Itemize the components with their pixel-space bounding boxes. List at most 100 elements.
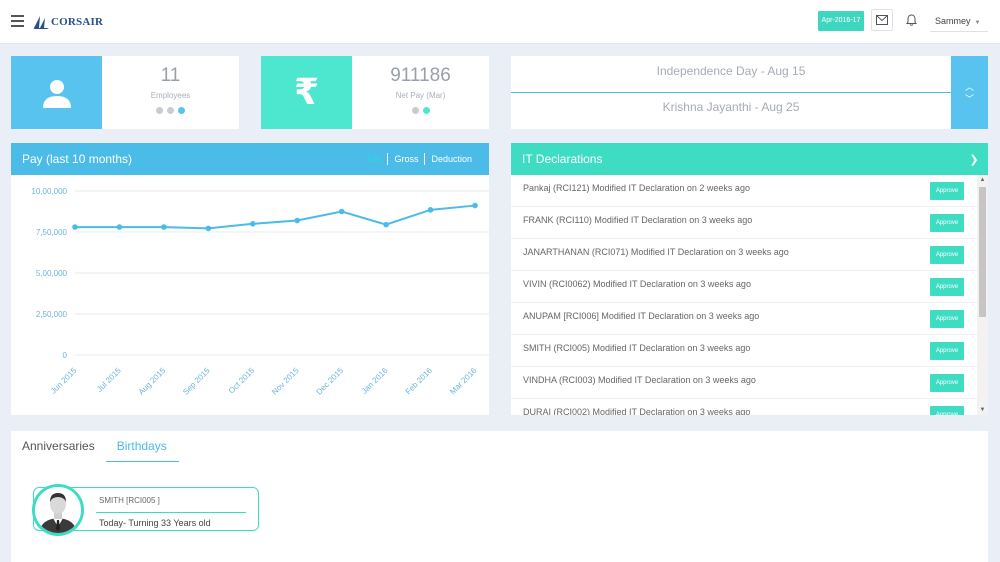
approve-button[interactable]: Approve [930, 246, 964, 264]
fiscal-year-badge[interactable]: Apr-2016-17 [818, 11, 864, 31]
data-point[interactable] [161, 224, 167, 230]
data-point[interactable] [383, 221, 389, 228]
holiday-divider [511, 92, 951, 93]
x-tick-label: Nov 2015 [270, 366, 301, 397]
carousel-dots [352, 107, 489, 114]
pay-line-chart: 10,00,000 7,50,000 5,00,000 2,50,000 0 Jun 20… [31, 187, 489, 397]
list-item: FRANK (RCI110) Modified IT Declaration o… [511, 207, 977, 239]
list-item: VIVIN (RCI0062) Modified IT Declaration … [511, 271, 977, 303]
tab-deduction[interactable]: Deduction [431, 154, 472, 164]
approve-button[interactable]: Approve [930, 278, 964, 296]
declaration-text: VINDHA (RCI003) Modified IT Declaration … [523, 375, 756, 385]
data-point[interactable] [116, 224, 123, 230]
scroll-thumb[interactable] [979, 187, 986, 317]
employees-count: 11 [160, 65, 181, 86]
x-tick-label: Mar 2016 [448, 366, 479, 397]
list-item: Pankaj (RCI121) Modified IT Declaration … [511, 175, 977, 207]
holidays-card: Independence Day - Aug 15 Krishna Jayant… [511, 56, 988, 129]
chevron-down-icon[interactable]: ﹀ [964, 93, 974, 104]
carousel-dot[interactable] [167, 107, 174, 114]
scroll-down-icon[interactable]: ▼ [979, 407, 986, 413]
tab-separator [387, 153, 389, 165]
x-tick-label: Jan 2016 [360, 366, 390, 396]
pay-panel-header: Pay (last 10 months) Net Gross Deduction [11, 143, 489, 175]
x-tick-label: Aug 2015 [137, 366, 168, 397]
declaration-text: JANARTHANAN (RCI071) Modified IT Declara… [523, 247, 789, 257]
scrollbar[interactable]: ▲ ▼ [977, 175, 988, 415]
events-panel: Anniversaries Birthdays SMITH [RCI005 ] … [11, 431, 988, 562]
holiday-scroll-arrows[interactable]: ︿ ﹀ [951, 56, 988, 129]
y-tick-label: 10,00,000 [31, 187, 67, 196]
data-point[interactable] [427, 207, 434, 213]
x-tick-label: Jul 2015 [95, 366, 123, 394]
data-point[interactable] [205, 225, 212, 232]
approve-button[interactable]: Approve [930, 342, 964, 360]
it-declarations-list: Pankaj (RCI121) Modified IT Declaration … [511, 175, 977, 415]
y-tick-label: 0 [63, 351, 68, 360]
avatar [32, 484, 84, 536]
tab-anniversaries[interactable]: Anniversaries [22, 439, 95, 453]
menu-icon[interactable] [11, 15, 24, 27]
carousel-dot-active[interactable] [178, 107, 185, 114]
company-logo[interactable]: CORSAIR [33, 13, 103, 31]
approve-button[interactable]: Approve [930, 214, 964, 232]
employees-card[interactable]: 11 Employees [11, 56, 239, 129]
carousel-dot[interactable] [411, 107, 419, 114]
carousel-dot-active[interactable] [422, 107, 430, 114]
net-pay-label: Net Pay (Mar) [395, 91, 446, 100]
approve-button[interactable]: Approve [930, 406, 964, 415]
user-icon [11, 56, 102, 129]
events-tabs: Anniversaries Birthdays [22, 439, 179, 462]
x-tick-label: Feb 2016 [404, 366, 435, 397]
x-tick-label: Jun 2015 [49, 366, 79, 396]
net-pay-card[interactable]: ₹ 911186 Net Pay (Mar) [261, 56, 489, 129]
scroll-up-icon[interactable]: ▲ [979, 177, 986, 183]
birthday-message: Today- Turning 33 Years old [99, 518, 211, 528]
top-bar: CORSAIR Apr-2016-17 Sammey ▼ [0, 0, 1000, 44]
data-point[interactable] [72, 224, 78, 230]
data-point[interactable] [472, 202, 478, 209]
holiday-item: Krishna Jayanthi - Aug 25 [662, 100, 800, 114]
chevron-up-icon[interactable]: ︿ [964, 81, 974, 92]
corsair-sails-icon [33, 16, 49, 29]
declaration-text: Pankaj (RCI121) Modified IT Declaration … [523, 183, 750, 193]
bell-icon [905, 14, 917, 26]
approve-button[interactable]: Approve [930, 182, 964, 200]
tab-birthdays[interactable]: Birthdays [105, 439, 179, 462]
net-pay-value: 911186 [390, 65, 451, 86]
carousel-dot[interactable] [156, 107, 163, 114]
chevron-down-icon[interactable]: ❯ [969, 153, 979, 166]
it-declarations-header[interactable]: IT Declarations ❯ [511, 143, 988, 175]
declaration-text: DURAI (RCI002) Modified IT Declaration o… [523, 407, 751, 415]
birthday-divider [96, 512, 246, 513]
user-menu[interactable]: Sammey ▼ [930, 10, 988, 32]
approve-button[interactable]: Approve [930, 310, 964, 328]
birthday-employee-name: SMITH [RCI005 ] [99, 496, 160, 505]
tab-separator [424, 153, 426, 165]
data-point[interactable] [249, 221, 256, 227]
approve-button[interactable]: Approve [930, 374, 964, 392]
list-item: DURAI (RCI002) Modified IT Declaration o… [511, 399, 977, 415]
declaration-text: VIVIN (RCI0062) Modified IT Declaration … [523, 279, 751, 289]
tab-gross[interactable]: Gross [394, 154, 419, 164]
it-declarations-panel: IT Declarations ❯ Pankaj (RCI121) Modifi… [511, 143, 988, 415]
x-tick-label: Oct 2015 [227, 366, 257, 396]
pay-panel: Pay (last 10 months) Net Gross Deduction… [11, 143, 489, 415]
user-name: Sammey [935, 16, 971, 26]
holiday-item: Independence Day - Aug 15 [656, 64, 806, 78]
pay-tabs: Net Gross Deduction [361, 153, 489, 165]
carousel-dots [102, 107, 239, 114]
list-item: VINDHA (RCI003) Modified IT Declaration … [511, 367, 977, 399]
y-tick-label: 5,00,000 [36, 269, 68, 278]
x-tick-label: Dec 2015 [314, 366, 345, 397]
person-avatar-icon [35, 487, 81, 533]
mail-button[interactable] [871, 9, 893, 31]
notifications-button[interactable] [900, 9, 922, 31]
logo-text: CORSAIR [51, 16, 104, 28]
y-tick-label: 2,50,000 [36, 310, 68, 319]
tab-net[interactable]: Net [367, 154, 382, 164]
data-point[interactable] [338, 208, 345, 215]
declaration-text: ANUPAM [RCI006] Modified IT Declaration … [523, 311, 760, 321]
data-point[interactable] [294, 217, 301, 224]
birthday-card[interactable]: SMITH [RCI005 ] Today- Turning 33 Years … [32, 484, 259, 536]
